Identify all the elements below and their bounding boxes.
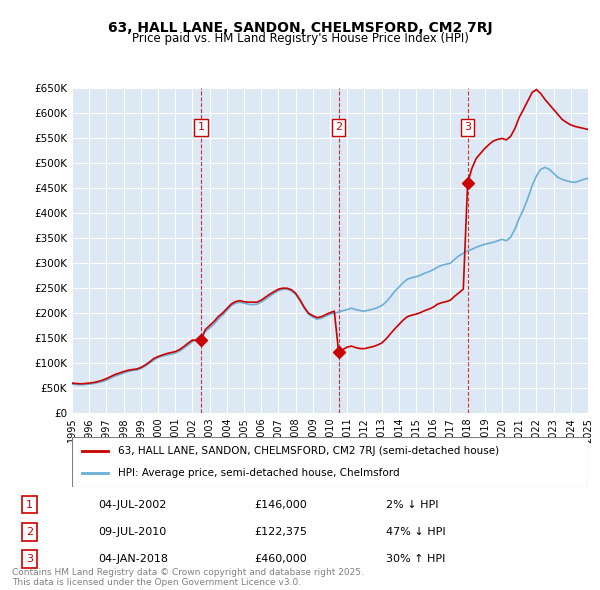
Text: 63, HALL LANE, SANDON, CHELMSFORD, CM2 7RJ (semi-detached house): 63, HALL LANE, SANDON, CHELMSFORD, CM2 7… bbox=[118, 445, 500, 455]
Text: HPI: Average price, semi-detached house, Chelmsford: HPI: Average price, semi-detached house,… bbox=[118, 468, 400, 478]
Text: 63, HALL LANE, SANDON, CHELMSFORD, CM2 7RJ: 63, HALL LANE, SANDON, CHELMSFORD, CM2 7… bbox=[107, 21, 493, 35]
Text: 09-JUL-2010: 09-JUL-2010 bbox=[98, 527, 167, 537]
Text: 2: 2 bbox=[26, 527, 33, 537]
Text: 2% ↓ HPI: 2% ↓ HPI bbox=[386, 500, 439, 510]
Text: 04-JAN-2018: 04-JAN-2018 bbox=[98, 554, 169, 564]
Text: £460,000: £460,000 bbox=[254, 554, 307, 564]
Text: 2: 2 bbox=[335, 123, 342, 132]
Text: Contains HM Land Registry data © Crown copyright and database right 2025.
This d: Contains HM Land Registry data © Crown c… bbox=[12, 568, 364, 587]
Text: 3: 3 bbox=[464, 123, 471, 132]
Text: £122,375: £122,375 bbox=[254, 527, 307, 537]
Text: 1: 1 bbox=[26, 500, 33, 510]
Text: 30% ↑ HPI: 30% ↑ HPI bbox=[386, 554, 446, 564]
FancyBboxPatch shape bbox=[72, 437, 588, 487]
Text: 04-JUL-2002: 04-JUL-2002 bbox=[98, 500, 167, 510]
Text: Price paid vs. HM Land Registry's House Price Index (HPI): Price paid vs. HM Land Registry's House … bbox=[131, 32, 469, 45]
Text: 1: 1 bbox=[197, 123, 205, 132]
Text: £146,000: £146,000 bbox=[254, 500, 307, 510]
Text: 3: 3 bbox=[26, 554, 33, 564]
Text: 47% ↓ HPI: 47% ↓ HPI bbox=[386, 527, 446, 537]
